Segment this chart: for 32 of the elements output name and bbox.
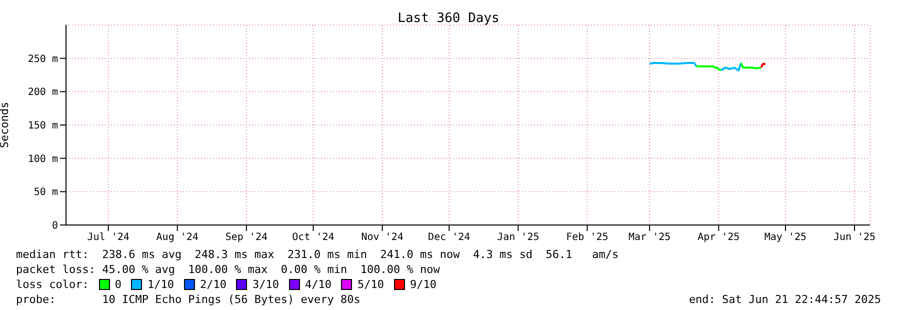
x-tick-label: Mar '25 (628, 232, 671, 244)
y-tick-label: 0 (52, 220, 58, 232)
text: packet loss: 45.00 % avg 100.00 % max 0.00 % min 100.00 % now (16, 262, 441, 277)
x-tick-label: Sep '24 (225, 232, 268, 244)
x-tick-label: Jun '25 (833, 232, 876, 244)
text: end: Sat Jun 21 22:44:57 2025 (688, 292, 881, 307)
legend-label: 9/10 (410, 277, 436, 292)
x-tick-label: Dec '24 (428, 232, 470, 244)
y-tick-label: 200 m (28, 87, 58, 98)
y-tick-label: 250 m (28, 54, 58, 65)
legend-label: 3/10 (252, 277, 279, 292)
x-tick-label: Jan '25 (497, 232, 540, 244)
y-axis-title: Seconds (0, 102, 11, 148)
chart-title: Last 360 Days (396, 11, 500, 26)
text: probe: 10 ICMP Echo Pings (56 Bytes) every 80s (16, 292, 360, 307)
y-tick-label: 100 m (28, 154, 58, 165)
x-tick-label: Feb '25 (566, 232, 608, 244)
legend-label: 4/10 (304, 277, 332, 292)
y-tick-label: 50 m (34, 187, 58, 198)
text: loss color: (16, 277, 89, 292)
x-tick-label: Apr '25 (698, 232, 740, 244)
x-tick-label: Nov '24 (361, 232, 404, 244)
x-tick-label: Aug '24 (156, 232, 198, 244)
legend-label: 2/10 (200, 277, 226, 292)
text: median rtt: 238.6 ms avg 248.3 ms max 231.0 ms min 241.0 ms now 4.3 ms sd 56.1 am/s (16, 247, 620, 262)
legend-label: 1/10 (147, 277, 174, 292)
x-tick-label: Jul '24 (87, 232, 130, 244)
y-tick-label: 150 m (28, 120, 58, 132)
legend-label: 0 (114, 277, 122, 292)
x-tick-label: Oct '24 (292, 232, 334, 244)
x-tick-label: May '25 (764, 232, 807, 244)
legend-label: 5/10 (357, 277, 384, 292)
